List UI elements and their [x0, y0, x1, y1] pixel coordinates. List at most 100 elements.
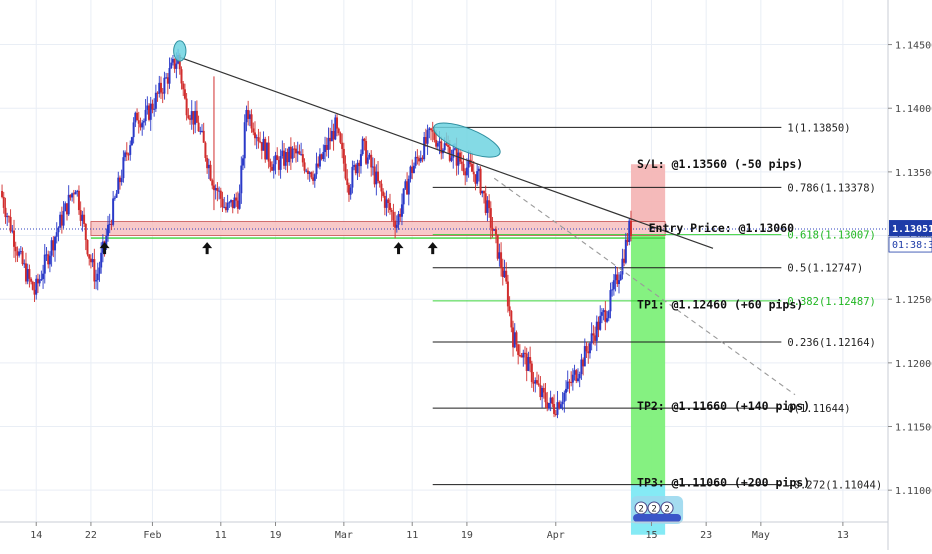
candle-body [267, 142, 270, 162]
candle-body [412, 165, 415, 173]
candle-body [588, 343, 591, 354]
candle-body [565, 388, 568, 393]
candle-body [371, 166, 374, 168]
candle-body [100, 252, 103, 268]
candle-body [604, 310, 607, 322]
candle-body [214, 187, 217, 191]
candle-body [201, 130, 204, 132]
candle-body [320, 154, 323, 160]
candle-body [353, 164, 356, 167]
candle-body [7, 216, 10, 218]
candle-body [206, 157, 209, 169]
candle-body [506, 281, 509, 307]
candle-body [517, 344, 520, 355]
candle-body [231, 200, 234, 209]
entry-zone [90, 221, 666, 236]
candle-body [508, 306, 511, 311]
candle-body [546, 402, 549, 409]
candle-body [436, 143, 439, 147]
candle-body [69, 194, 72, 198]
candle-body [110, 223, 113, 225]
candle-body [23, 263, 26, 265]
candle-body [450, 157, 453, 161]
candle-body [19, 251, 22, 253]
candle-body [118, 177, 121, 183]
candle-body [67, 194, 70, 215]
candle-body [524, 352, 527, 354]
candle-body [286, 152, 289, 163]
support-arrow-icon [202, 242, 213, 255]
candle-body [347, 184, 350, 195]
candle-body [11, 230, 14, 232]
candle-body [375, 171, 378, 185]
candle-body [91, 259, 94, 263]
candle-body [474, 174, 477, 184]
candle-body [571, 374, 574, 383]
fib-level-label: 0.236(1.12164) [787, 337, 876, 349]
candle-body [414, 156, 417, 166]
candle-body [40, 279, 43, 281]
candle-body [482, 190, 485, 194]
candle-body [600, 312, 603, 316]
candle-body [363, 138, 366, 142]
candle-body [624, 239, 627, 263]
candle-body [529, 357, 532, 364]
candle-body [479, 168, 482, 194]
candle-body [394, 220, 397, 228]
candle-body [65, 203, 68, 215]
candle-body [182, 83, 185, 90]
candle-body [125, 152, 128, 155]
candle-body [539, 385, 542, 398]
candle-body [378, 181, 381, 184]
descending-trendline [179, 56, 714, 249]
candle-body [551, 397, 554, 405]
candle-body [477, 168, 480, 172]
candle-body [55, 232, 58, 237]
candle-body [83, 214, 86, 224]
candle-body [136, 112, 139, 121]
candle-body [306, 170, 309, 174]
candle-body [262, 138, 265, 151]
candle-body [453, 148, 456, 150]
candle-body [494, 229, 497, 235]
candle-body [370, 154, 373, 168]
price-badge-value: 1.13051 [892, 224, 932, 235]
x-tick-label: 13 [837, 530, 849, 541]
candle-body [359, 154, 362, 167]
candle-body [89, 258, 92, 263]
candle-body [21, 251, 24, 265]
candle-body [373, 166, 376, 185]
candle-body [115, 193, 118, 198]
candle-body [525, 353, 528, 371]
candle-body [580, 359, 583, 375]
candle-body [211, 180, 214, 186]
candle-body [259, 141, 262, 143]
candle-body [606, 318, 609, 322]
candle-body [522, 352, 525, 358]
candle-body [240, 165, 243, 194]
candle-body [187, 115, 190, 119]
candle-body [607, 311, 610, 319]
candle-body [6, 216, 9, 218]
candle-body [513, 332, 516, 348]
x-tick-label: 11 [406, 530, 418, 541]
candle-body [76, 190, 79, 193]
candle-body [354, 164, 357, 174]
candle-body [431, 130, 434, 132]
candle-body [52, 240, 55, 251]
candle-body [168, 68, 171, 84]
candle-body [171, 58, 174, 63]
candle-body [305, 170, 308, 172]
x-tick-label: 19 [269, 530, 281, 541]
candle-body [527, 357, 530, 371]
candle-body [491, 227, 494, 231]
candle-body [293, 148, 296, 150]
candle-body [117, 177, 120, 194]
candle-body [283, 150, 286, 166]
candle-body [629, 220, 632, 237]
candle-body [95, 280, 98, 282]
candle-body [388, 202, 391, 210]
candle-body [129, 145, 132, 155]
